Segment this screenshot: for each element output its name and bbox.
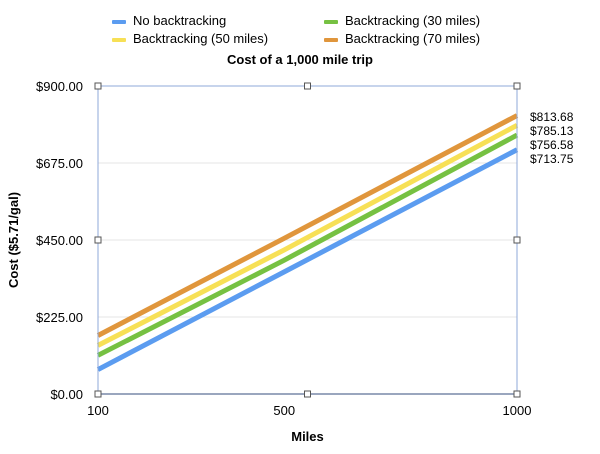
legend-label: Backtracking (50 miles) (133, 31, 269, 46)
y-tick-label: $900.00 (36, 79, 83, 94)
selection-handle (304, 390, 311, 398)
series-line (96, 123, 519, 348)
selection-handle (513, 390, 521, 398)
legend-label: Backtracking (30 miles) (345, 13, 481, 28)
y-tick-label: $675.00 (36, 156, 83, 171)
selection-handle (513, 236, 521, 244)
end-value-label: $785.13 (530, 124, 574, 138)
selection-handle (513, 82, 521, 90)
legend-swatch (324, 19, 338, 24)
selection-handle (94, 236, 102, 244)
legend-swatch (112, 37, 126, 42)
series-line (96, 132, 519, 358)
legend-label: Backtracking (70 miles) (345, 31, 481, 46)
legend-label: No backtracking (133, 13, 227, 28)
x-axis-label: Miles (291, 429, 324, 444)
y-tick-label: $0.00 (50, 387, 83, 402)
end-value-label: $756.58 (530, 138, 574, 152)
chart-title: Cost of a 1,000 mile trip (227, 52, 373, 67)
end-value-label: $713.75 (530, 152, 574, 166)
series-line (96, 147, 519, 372)
legend-item-backtracking-70: Backtracking (70 miles) (324, 31, 480, 47)
series-line (96, 113, 519, 338)
y-tick-label: $225.00 (36, 310, 83, 325)
legend-swatch (324, 37, 338, 42)
legend-swatch (112, 19, 126, 24)
end-value-label: $813.68 (530, 110, 574, 124)
y-axis-label: Cost ($5.71/gal) (6, 192, 21, 288)
selection-handle (304, 82, 311, 90)
legend-item-backtracking-50: Backtracking (50 miles) (112, 31, 268, 47)
legend-item-backtracking-30: Backtracking (30 miles) (324, 13, 480, 29)
selection-handle (94, 82, 102, 90)
x-tick-label: 1000 (503, 403, 532, 418)
legend-item-no-backtracking: No backtracking (112, 13, 226, 29)
y-tick-label: $450.00 (36, 233, 83, 248)
x-tick-label: 100 (87, 403, 109, 418)
x-tick-label: 500 (273, 403, 295, 418)
selection-handle (94, 390, 102, 398)
